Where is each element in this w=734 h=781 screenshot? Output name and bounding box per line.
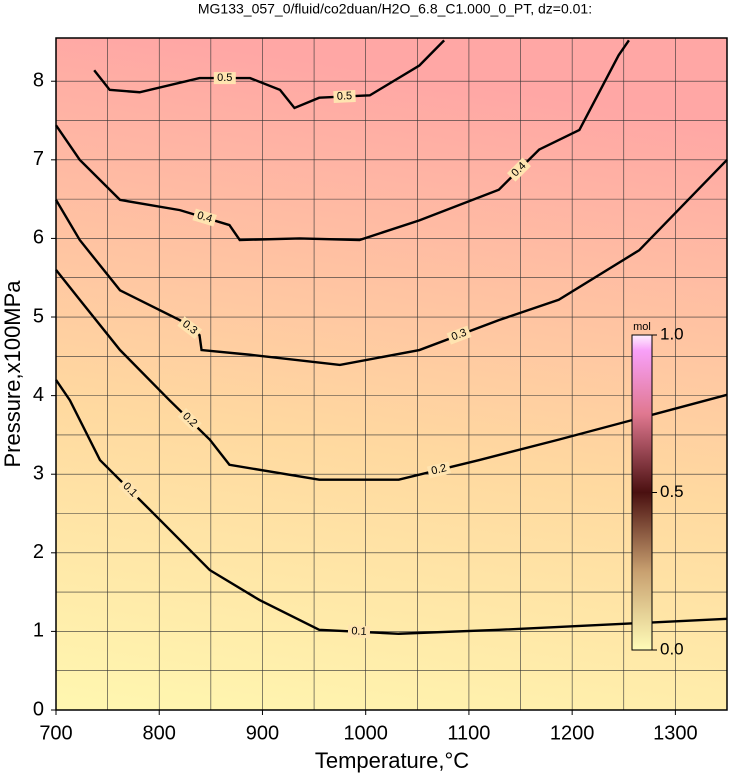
colorbar-tick-label: 0.5: [660, 482, 684, 501]
colorbar-label: mol: [633, 321, 651, 333]
contour-label-bg: [426, 461, 452, 479]
y-tick-label: 3: [33, 462, 44, 484]
colorbar: [631, 334, 653, 651]
contour-label-bg: [213, 72, 236, 85]
contour-label-bg: [192, 208, 217, 227]
contour-line: [93, 39, 446, 110]
contour-label: 0.5: [217, 72, 232, 84]
y-axis-label: Pressure,x100MPa: [0, 280, 25, 468]
y-tick-label: 4: [33, 384, 44, 406]
contour-label-bg: [333, 90, 356, 104]
contour-label: 0.2: [430, 462, 448, 477]
contour-label-bg: [446, 325, 472, 345]
contour-label-bg: [347, 625, 371, 639]
contour-line: [55, 39, 630, 242]
contour-line: [54, 158, 728, 367]
y-tick-label: 7: [33, 148, 44, 170]
x-tick-label: 700: [39, 722, 72, 744]
colorbar-tick-label: 0.0: [660, 639, 684, 658]
colorbar-tick-label: 1.0: [660, 324, 684, 343]
contour-label-bg: [177, 316, 203, 340]
x-tick-label: 1200: [550, 722, 595, 744]
contour-label: 0.4: [196, 210, 214, 226]
contour-line: [55, 379, 728, 635]
plot-frame: [55, 37, 728, 711]
contour-label-bg: [177, 408, 202, 432]
y-tick-label: 6: [33, 227, 44, 249]
contour-label: 0.3: [450, 327, 469, 344]
y-tick-label: 1: [33, 620, 44, 642]
y-tick-label: 5: [33, 305, 44, 327]
chart-title: MG133_057_0/fluid/co2duan/H2O_6.8_C1.000…: [198, 1, 592, 17]
x-tick-label: 1000: [343, 722, 388, 744]
x-axis-label: Temperature,°C: [315, 748, 469, 773]
contour-label: 0.5: [337, 90, 353, 103]
x-tick-label: 800: [143, 722, 176, 744]
contour-label-bg: [506, 157, 532, 182]
y-tick-label: 0: [33, 698, 44, 720]
contour-label: 0.1: [351, 625, 367, 638]
plot-background: [56, 38, 727, 710]
x-tick-label: 1300: [653, 722, 698, 744]
contour-line: [55, 269, 728, 481]
x-tick-label: 1100: [447, 722, 490, 744]
contour-label-bg: [117, 477, 142, 502]
y-tick-label: 2: [33, 541, 44, 563]
y-tick-label: 8: [33, 70, 44, 92]
x-tick-label: 900: [246, 722, 279, 744]
